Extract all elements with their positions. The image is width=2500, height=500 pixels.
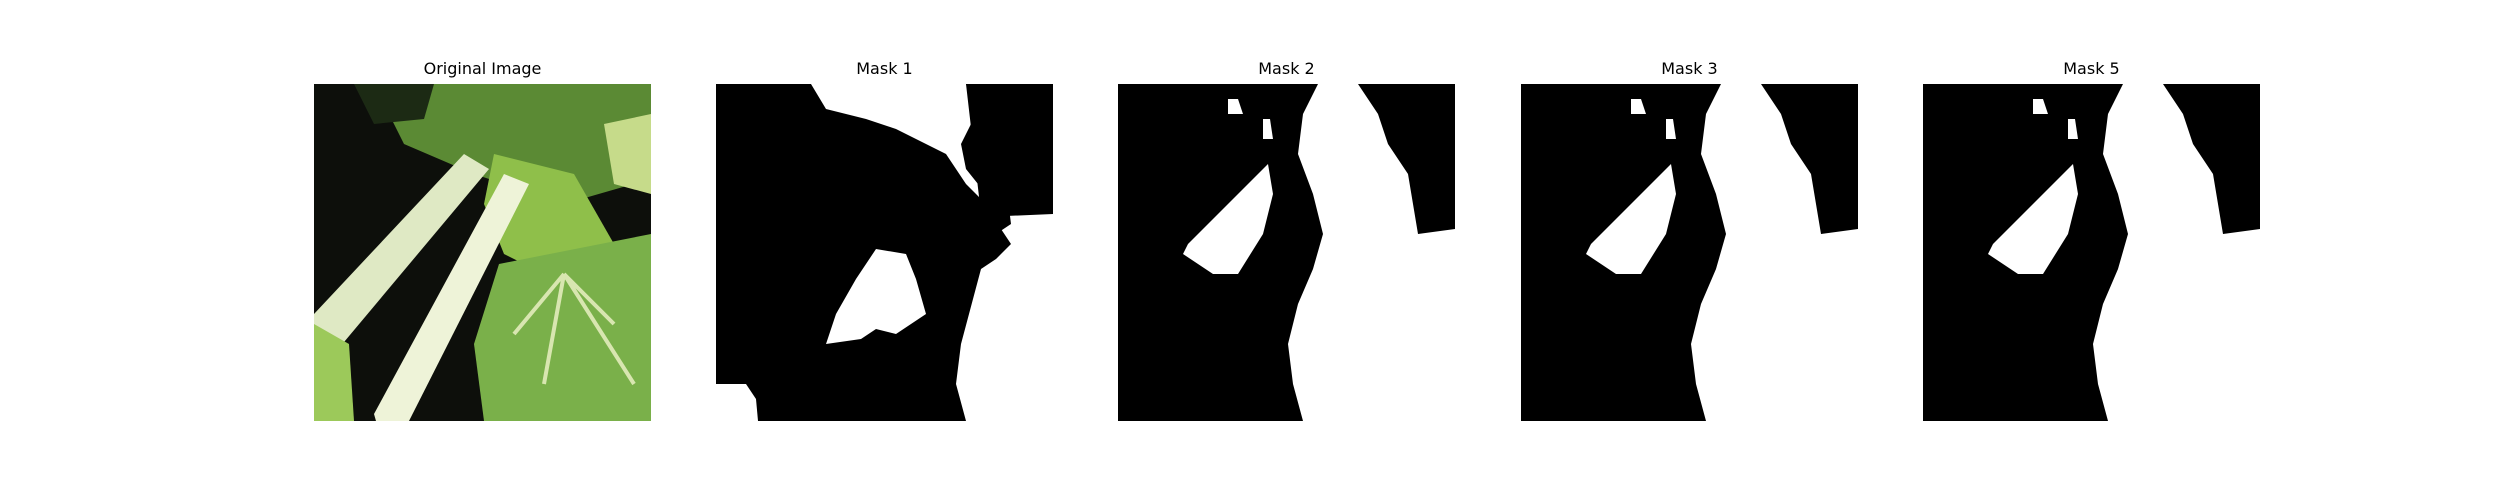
shadow-area [354, 84, 434, 124]
panel-title: Original Image [423, 59, 542, 78]
mask-foreground-triangle [1988, 164, 2078, 274]
mask-5-image [1923, 84, 2260, 421]
mask-5-panel: Mask 5 [1923, 58, 2260, 421]
pale-stem-left [314, 154, 489, 364]
mask-foreground-right [1691, 84, 1858, 421]
panel-title: Mask 2 [1258, 59, 1315, 78]
original-image-panel: Original Image [314, 58, 651, 421]
lower-right-leaf [474, 234, 651, 421]
mask-3-image [1521, 84, 1858, 421]
mask-3-picture [1521, 84, 1858, 421]
mask-1-panel: Mask 1 [716, 58, 1053, 421]
pale-stem-center [374, 174, 529, 421]
mask-foreground-right [1288, 84, 1455, 421]
bottom-left-leaf [314, 324, 354, 421]
panel-title: Mask 1 [856, 59, 913, 78]
panel-title: Mask 3 [1661, 59, 1718, 78]
mask-notch [966, 84, 1016, 234]
original-image-picture [314, 84, 651, 421]
mask-foreground-triangle [1586, 164, 1676, 274]
mask-1-image [716, 84, 1053, 421]
mask-2-panel: Mask 2 [1118, 58, 1455, 421]
mask-foreground-right [2093, 84, 2260, 421]
mask-foreground-top [811, 84, 1053, 421]
mask-3-panel: Mask 3 [1521, 58, 1858, 421]
mask-2-image [1118, 84, 1455, 421]
leaf-veins [512, 272, 636, 386]
mask-foreground-triangle [1183, 164, 1273, 274]
mask-1-picture [716, 84, 1053, 421]
original-image [314, 84, 651, 421]
mask-2-picture [1118, 84, 1455, 421]
top-leaf [374, 84, 651, 204]
mask-foreground-specks [1228, 99, 1273, 139]
panel-title: Mask 5 [2063, 59, 2120, 78]
mask-foreground-corner [716, 384, 758, 421]
bright-leaf-edge [604, 114, 651, 194]
mask-foreground-middle [826, 249, 926, 344]
mask-foreground-specks [1631, 99, 1676, 139]
mask-foreground-specks [2033, 99, 2078, 139]
mask-5-picture [1923, 84, 2260, 421]
